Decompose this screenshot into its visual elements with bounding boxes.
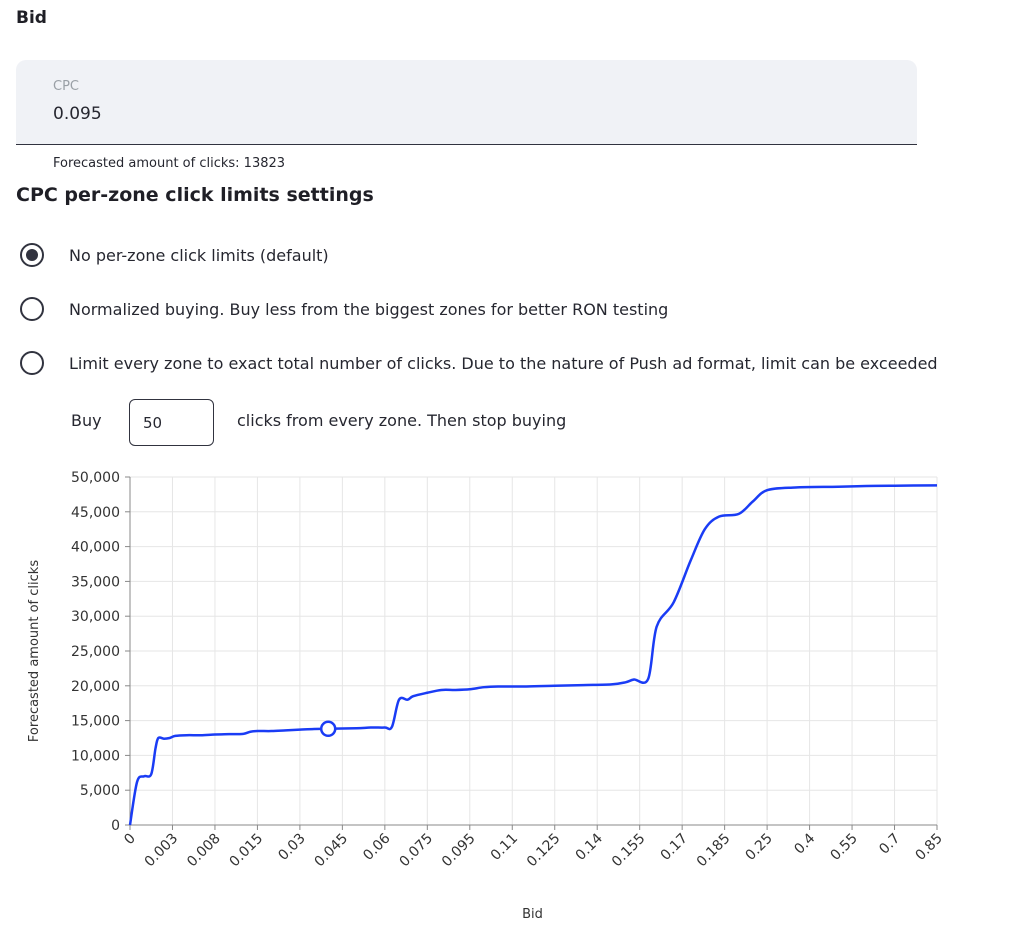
x-tick-label: 0.008 xyxy=(184,831,224,871)
forecast-clicks-text: Forecasted amount of clicks: 13823 xyxy=(53,156,286,171)
option-exact-limit-label: Limit every zone to exact total number o… xyxy=(69,353,938,373)
buy-prefix-label: Buy xyxy=(71,411,102,430)
series-line xyxy=(128,484,938,826)
x-tick-label: 0.11 xyxy=(488,831,521,864)
x-tick-label: 0.7 xyxy=(876,831,903,858)
x-tick-label: 0.155 xyxy=(609,831,649,871)
bid-heading: Bid xyxy=(16,8,47,28)
option-no-limits-label: No per-zone click limits (default) xyxy=(69,245,329,265)
x-tick-label: 0.045 xyxy=(312,831,352,871)
x-tick-label: 0.185 xyxy=(694,831,734,871)
y-tick-label: 30,000 xyxy=(71,609,120,625)
cpc-label: CPC xyxy=(53,79,79,94)
y-tick-label: 10,000 xyxy=(71,748,120,764)
buy-suffix-label: clicks from every zone. Then stop buying xyxy=(237,411,567,430)
y-tick-label: 5,000 xyxy=(80,783,120,799)
radio-no-limits[interactable] xyxy=(20,243,44,267)
y-tick-label: 25,000 xyxy=(71,644,120,660)
x-tick-label: 0.075 xyxy=(396,831,436,871)
x-tick-label: 0.095 xyxy=(439,831,479,871)
option-normalized-buying-label: Normalized buying. Buy less from the big… xyxy=(69,299,669,319)
selected-bid-marker xyxy=(319,720,337,738)
chart-axes: 0 5,000 10,000 15,000 20,000 25,000 30,000 35,0… xyxy=(71,470,946,870)
limits-section-title: CPC per-zone click limits settings xyxy=(16,184,374,206)
y-tick-label: 50,000 xyxy=(71,470,120,486)
y-tick-label: 0 xyxy=(111,818,120,834)
x-tick-label: 0.125 xyxy=(524,831,564,871)
x-tick-label: 0.25 xyxy=(743,831,776,864)
y-tick-label: 40,000 xyxy=(71,540,120,556)
radio-normalized-buying[interactable] xyxy=(20,297,44,321)
chart-x-axis-label: Bid xyxy=(522,907,543,922)
radio-exact-limit[interactable] xyxy=(20,351,44,375)
x-tick-label: 0.003 xyxy=(142,831,182,871)
cpc-field[interactable] xyxy=(16,60,917,145)
x-tick-label: 0 xyxy=(121,831,139,849)
chart-grid xyxy=(129,476,938,826)
y-tick-label: 35,000 xyxy=(71,574,120,590)
x-tick-label: 0.03 xyxy=(275,831,308,864)
x-tick-label: 0.55 xyxy=(828,831,861,864)
x-tick-label: 0.4 xyxy=(791,830,818,857)
option-exact-limit[interactable]: Limit every zone to exact total number o… xyxy=(20,348,938,378)
forecast-chart: 0 5,000 10,000 15,000 20,000 25,000 30,000 35,0… xyxy=(27,470,946,922)
x-tick-label: 0.85 xyxy=(912,831,945,864)
chart-series xyxy=(128,484,938,826)
x-tick-label: 0.14 xyxy=(573,830,606,863)
radio-selected-dot xyxy=(26,249,38,261)
chart-y-axis-label: Forecasted amount of clicks xyxy=(27,560,42,742)
option-normalized-buying[interactable]: Normalized buying. Buy less from the big… xyxy=(20,294,668,324)
x-tick-label: 0.17 xyxy=(658,831,691,864)
y-tick-label: 45,000 xyxy=(71,505,120,521)
cpc-value[interactable]: 0.095 xyxy=(53,104,102,124)
x-tick-label: 0.015 xyxy=(227,831,267,871)
clicks-per-zone-input[interactable] xyxy=(129,399,214,446)
option-no-limits[interactable]: No per-zone click limits (default) xyxy=(20,240,329,270)
y-tick-label: 15,000 xyxy=(71,714,120,730)
y-tick-label: 20,000 xyxy=(71,679,120,695)
x-tick-label: 0.06 xyxy=(360,830,393,863)
